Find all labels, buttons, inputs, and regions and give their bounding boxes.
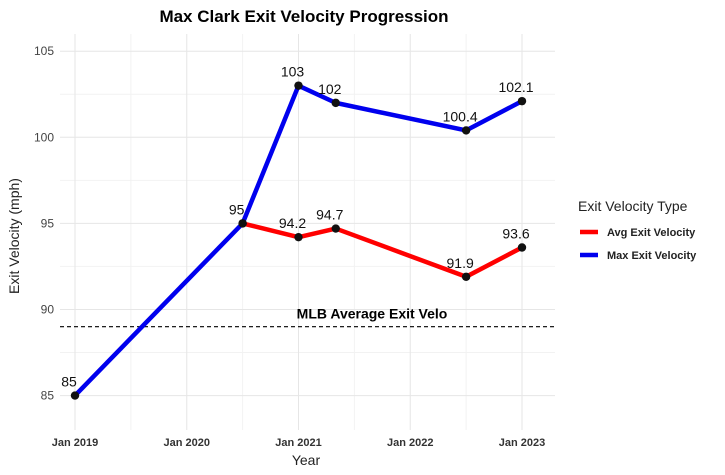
x-tick-label: Jan 2020	[164, 437, 210, 449]
avg-exit-velocity-point	[517, 243, 527, 252]
chart-title: Max Clark Exit Velocity Progression	[159, 7, 448, 26]
avg-exit-velocity-data-label: 93.6	[502, 225, 529, 241]
max-exit-velocity-point	[294, 81, 303, 90]
avg-exit-velocity-line	[240, 221, 525, 280]
y-tick-label: 105	[34, 44, 54, 58]
avg-exit-velocity-data-label: 91.9	[447, 255, 474, 271]
grid	[60, 34, 555, 430]
y-tick-label: 85	[41, 389, 55, 403]
max-exit-velocity-data-label: 100.4	[443, 108, 478, 124]
x-tick-label: Jan 2021	[275, 437, 321, 449]
max-exit-velocity-point	[238, 219, 247, 228]
y-tick-label: 90	[41, 302, 55, 316]
max-exit-velocity-data-label: 102.1	[498, 79, 533, 95]
avg-exit-velocity-point	[461, 272, 471, 281]
mlb-average-label: MLB Average Exit Velo	[297, 306, 448, 322]
x-tick-label: Jan 2019	[52, 437, 98, 449]
max-exit-velocity-data-label: 95	[229, 201, 245, 217]
x-tick-label: Jan 2022	[387, 437, 433, 449]
avg-exit-velocity-point	[331, 224, 340, 233]
legend: Exit Velocity Type Avg Exit Velocity Max E…	[578, 198, 697, 262]
legend-label-max-exit-velocity: Max Exit Velocity	[607, 250, 697, 262]
max-exit-velocity-data-label: 103	[281, 64, 305, 80]
max-exit-velocity-data-label: 102	[318, 81, 342, 97]
data-labels: 94.2 94.7 91.9 93.6 85 95 103 102 100.4 102.1	[61, 64, 534, 390]
series-points	[70, 81, 527, 400]
axes: 85 90 95 100 105 Jan 2019 Jan 2020 Jan 2021 Jan …	[34, 44, 545, 449]
x-tick-label: Jan 2023	[499, 437, 545, 449]
max-exit-velocity-point	[461, 126, 471, 135]
avg-exit-velocity-data-label: 94.7	[316, 207, 343, 223]
y-tick-label: 95	[41, 216, 55, 230]
max-exit-velocity-data-label: 85	[61, 374, 77, 390]
y-tick-label: 100	[34, 130, 54, 144]
x-axis-title: Year	[292, 452, 321, 468]
max-exit-velocity-point	[331, 98, 340, 108]
reference-line-group: MLB Average Exit Velo	[60, 306, 555, 328]
max-exit-velocity-point	[70, 391, 80, 400]
avg-exit-velocity-point	[294, 232, 303, 242]
max-exit-velocity-point	[517, 96, 527, 106]
legend-label-avg-exit-velocity: Avg Exit Velocity	[607, 227, 696, 239]
y-axis-title: Exit Velocity (mph)	[6, 178, 22, 294]
legend-title: Exit Velocity Type	[578, 198, 688, 214]
max-exit-velocity-line	[72, 83, 525, 398]
avg-exit-velocity-data-label: 94.2	[279, 215, 306, 231]
